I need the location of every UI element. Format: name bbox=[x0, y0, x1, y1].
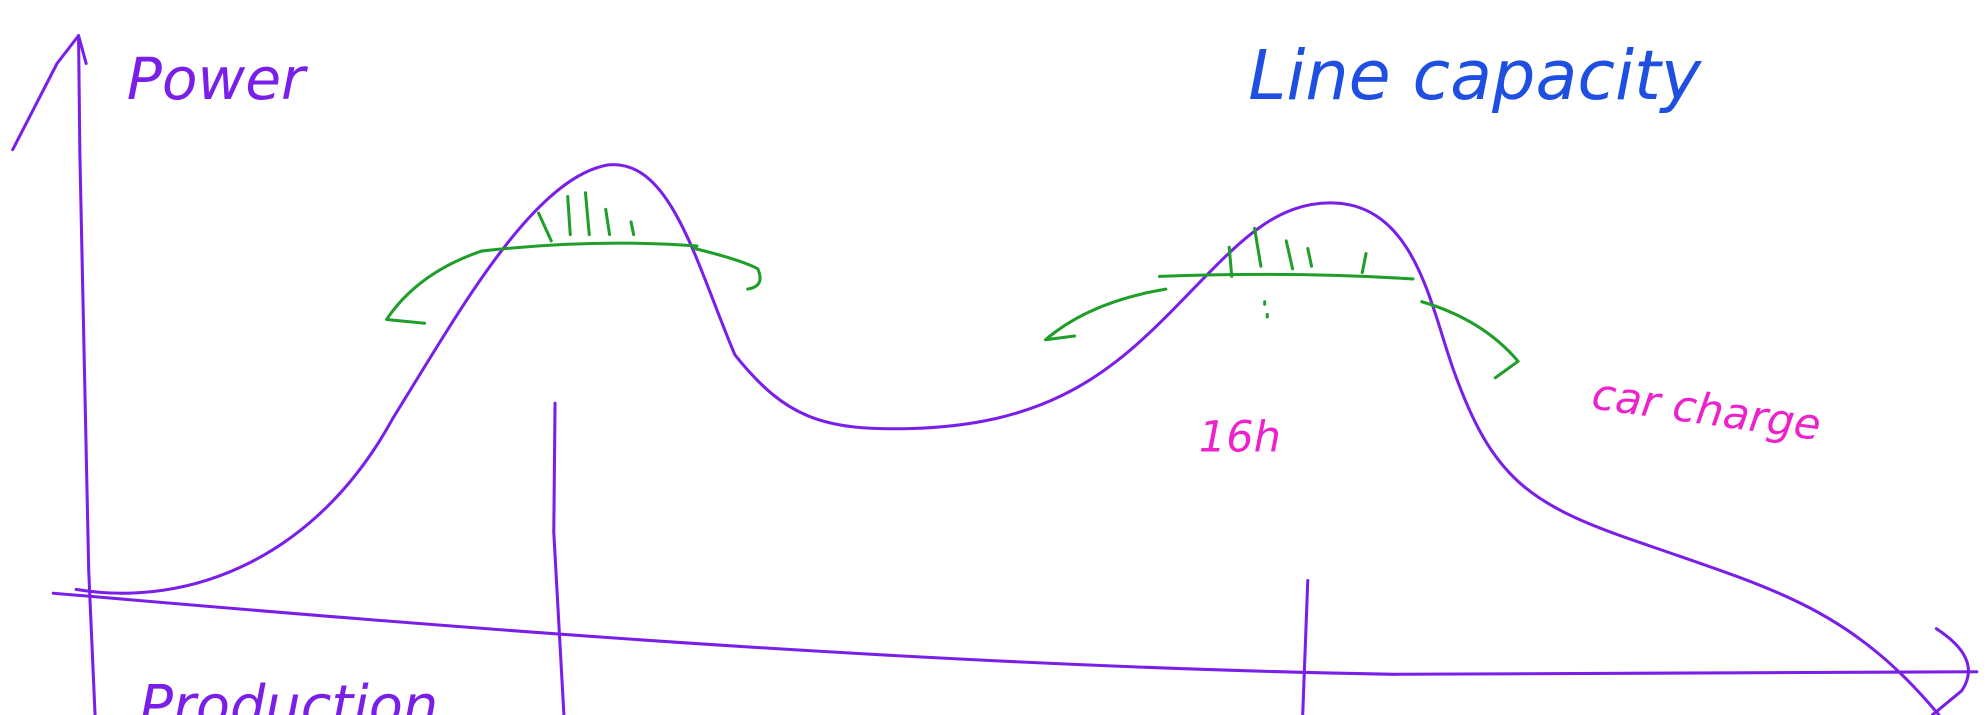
y-axis-arrow bbox=[11, 34, 88, 152]
x-axis-arrow bbox=[1930, 627, 1970, 715]
peak-shift-1 bbox=[384, 191, 762, 325]
title: Line capacity bbox=[1248, 36, 1703, 116]
event-label: car charge bbox=[1589, 370, 1824, 452]
y-axis-label: Power bbox=[127, 45, 308, 113]
peak-shift-2 bbox=[1043, 226, 1520, 380]
x-axis-label: Production bbox=[139, 674, 438, 715]
marker-line bbox=[1301, 579, 1310, 715]
y-axis bbox=[77, 34, 97, 715]
time-label: 16h bbox=[1199, 412, 1281, 462]
marker-line bbox=[552, 401, 566, 715]
x-axis bbox=[51, 591, 1979, 676]
power-curve bbox=[74, 163, 1941, 715]
